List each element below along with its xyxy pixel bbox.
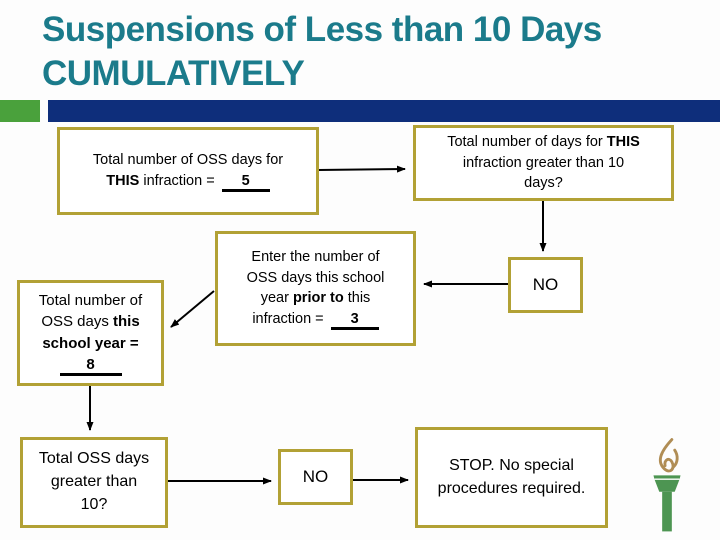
box-text-line: STOP. No special <box>449 456 574 474</box>
page-title: Suspensions of Less than 10 Days CUMULAT… <box>42 8 702 96</box>
value-blank-3: 3 <box>330 311 379 330</box>
box-text-line: days? <box>524 175 563 192</box>
box-oss-days-this-infraction: Total number of OSS days for THIS infrac… <box>57 127 319 215</box>
no-label: NO <box>532 274 559 294</box>
box-enter-prior-days: Enter the number of OSS days this school… <box>215 231 416 346</box>
box-text-line: greater than <box>50 473 138 491</box>
box-text-line: 8 <box>59 354 122 376</box>
box-text-line: OSS days this <box>41 313 140 331</box>
value-blank-8: 8 <box>59 357 122 376</box>
header-divider-bar <box>48 100 720 122</box>
box-text-line: THIS infraction = 5 <box>106 171 270 192</box>
box-text-line: Total number of <box>38 292 143 310</box>
accent-square <box>0 100 40 122</box>
box-text-line: year prior to this <box>260 290 371 307</box>
arrow-box1-to-box2 <box>317 165 406 173</box>
box-stop-no-procedures: STOP. No special procedures required. <box>415 427 608 528</box>
no-label: NO <box>302 466 329 486</box>
box-text-line: Total number of days for THIS <box>447 134 640 151</box>
box-text-line: infraction greater than 10 <box>462 154 625 171</box>
box-text-line: OSS days this school <box>246 269 385 286</box>
box-text-line: infraction = 3 <box>252 309 379 330</box>
arrow-box3-to-box5 <box>170 290 215 328</box>
no-label-box-middle: NO <box>508 257 583 313</box>
box-text-line: school year = <box>42 334 139 352</box>
box-text-line: 10? <box>80 495 108 513</box>
box-total-greater-than-10: Total OSS days greater than 10? <box>20 437 168 528</box>
box-text-line: procedures required. <box>437 479 586 497</box>
box-days-greater-than-10: Total number of days for THIS infraction… <box>413 125 674 201</box>
box-text-line: Total OSS days <box>38 450 150 468</box>
torch-logo-icon <box>653 438 681 532</box>
box-total-days-school-year: Total number of OSS days this school yea… <box>17 280 164 386</box>
box-text-line: Total number of OSS days for <box>92 152 284 169</box>
no-label-box-bottom: NO <box>278 449 353 505</box>
title-line-2: CUMULATIVELY <box>42 54 305 94</box>
title-line-1: Suspensions of Less than 10 Days <box>42 10 602 49</box>
value-blank-5: 5 <box>221 173 270 192</box>
box-text-line: Enter the number of <box>251 249 380 266</box>
